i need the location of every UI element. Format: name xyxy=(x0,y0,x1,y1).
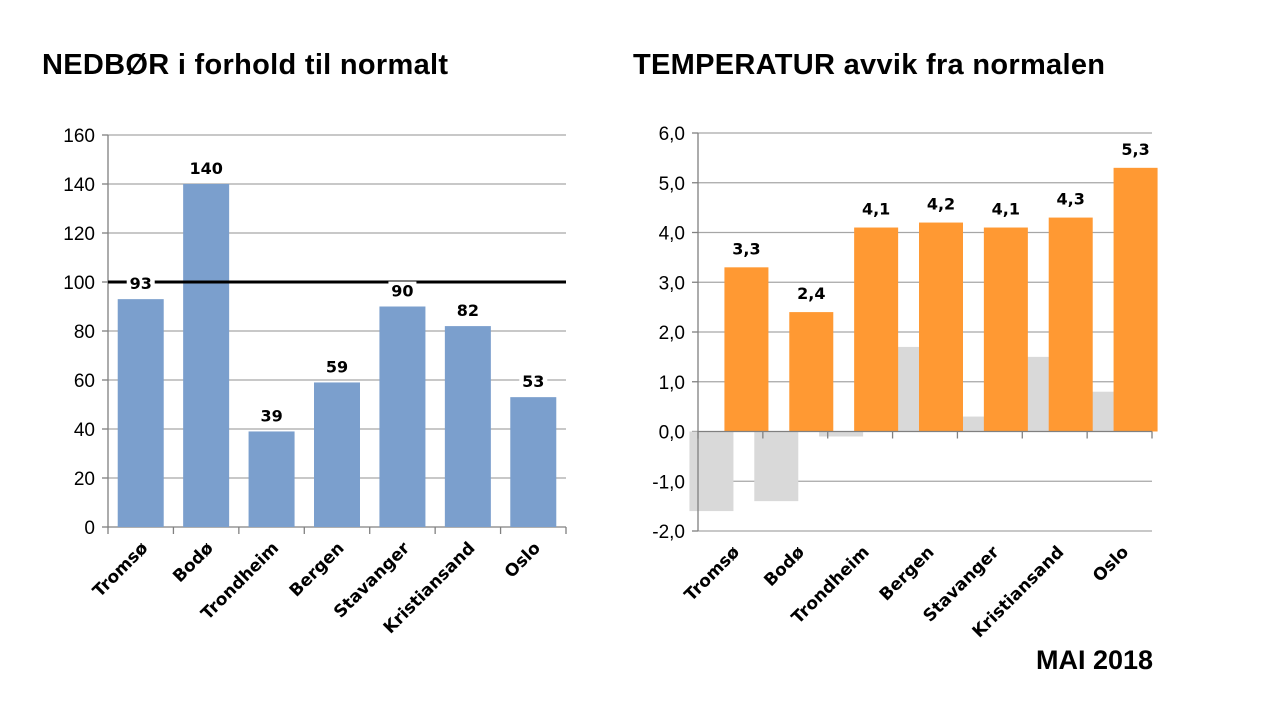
temp-bar xyxy=(789,312,834,432)
precip-y-tick-label: 60 xyxy=(74,371,95,392)
temp-data-label: 3,3 xyxy=(732,239,760,258)
temp-y-tick-label: 2,0 xyxy=(659,323,685,344)
temp-data-label: 4,1 xyxy=(862,200,890,219)
precip-data-label-group: 93 xyxy=(126,274,155,295)
precip-bar xyxy=(183,184,230,527)
precip-data-label-backing xyxy=(257,406,286,427)
precip-data-label-group: 140 xyxy=(186,159,226,179)
temp-bar xyxy=(724,267,769,432)
precip-data-label: 53 xyxy=(522,372,544,391)
precip-data-label-group: 59 xyxy=(323,357,351,378)
temp-y-tick-label: 1,0 xyxy=(659,373,685,394)
temp-bar xyxy=(983,227,1028,432)
temp-bar xyxy=(1048,217,1093,432)
temp-category-label: Tromsø xyxy=(681,542,744,605)
precip-y-tick-label: 100 xyxy=(63,273,95,294)
precip-data-label: 39 xyxy=(260,406,282,425)
temp-y-tick-label: -1,0 xyxy=(652,472,685,493)
precip-y-tick-label: 20 xyxy=(74,469,95,490)
precip-bar xyxy=(117,299,164,527)
temp-y-tick-label: 3,0 xyxy=(659,273,685,294)
precipitation-chart: 020406080100120140160931403959908253Trom… xyxy=(63,126,567,638)
temp-bar xyxy=(854,227,899,432)
precip-data-label-group: 53 xyxy=(519,372,548,393)
precip-data-label: 82 xyxy=(457,301,479,320)
precip-bar xyxy=(379,306,426,527)
precip-data-label-backing xyxy=(323,357,351,378)
precip-y-tick-label: 40 xyxy=(74,420,95,441)
precip-y-tick-label: 0 xyxy=(84,518,95,539)
precip-data-label-group: 90 xyxy=(388,281,417,302)
precip-data-label-group: 82 xyxy=(453,301,482,322)
temp-y-tick-label: 4,0 xyxy=(659,224,685,245)
precip-y-tick-label: 160 xyxy=(63,126,95,147)
precip-bar xyxy=(314,382,360,527)
precip-y-tick-label: 120 xyxy=(63,224,95,245)
temp-data-label: 4,3 xyxy=(1057,190,1085,209)
precip-data-label-backing xyxy=(186,159,226,179)
precipitation-chart-title: NEDBØR i forhold til normalt xyxy=(42,49,449,81)
temp-bar xyxy=(919,222,963,432)
temp-data-label: 5,3 xyxy=(1121,140,1149,159)
temp-category-label: Bodø xyxy=(760,542,808,590)
precip-data-label: 59 xyxy=(326,357,348,376)
precip-data-label-group: 39 xyxy=(257,406,286,427)
precip-data-label: 93 xyxy=(130,274,152,293)
temp-y-tick-label: 0,0 xyxy=(659,423,685,444)
temp-reference-bar xyxy=(819,431,864,437)
temp-bar xyxy=(1113,167,1158,432)
period-label: MAI 2018 xyxy=(1036,645,1154,675)
precip-data-label-backing xyxy=(388,281,417,302)
temp-data-label: 4,2 xyxy=(927,195,955,214)
precip-data-label-backing xyxy=(126,274,155,295)
precip-data-label-backing xyxy=(453,301,482,322)
temp-y-tick-label: -2,0 xyxy=(652,522,685,543)
temp-data-label: 4,1 xyxy=(992,200,1020,219)
precip-y-tick-label: 140 xyxy=(63,175,95,196)
precip-bar xyxy=(510,397,557,527)
temperature-chart-title: TEMPERATUR avvik fra normalen xyxy=(633,49,1106,81)
temp-reference-bar xyxy=(689,431,734,512)
temp-category-label: Bergen xyxy=(876,542,939,605)
precip-data-label-backing xyxy=(519,372,548,393)
precip-y-tick-label: 80 xyxy=(74,322,95,343)
temp-y-tick-label: 6,0 xyxy=(659,124,685,145)
precip-data-label: 140 xyxy=(189,159,222,178)
temp-y-tick-label: 5,0 xyxy=(659,174,685,195)
precip-data-label: 90 xyxy=(391,282,413,301)
precip-bar xyxy=(444,326,491,527)
temp-reference-bar xyxy=(754,431,799,502)
temp-category-label: Oslo xyxy=(1089,542,1133,586)
temp-data-label: 2,4 xyxy=(797,284,825,303)
precip-bar xyxy=(248,431,295,527)
